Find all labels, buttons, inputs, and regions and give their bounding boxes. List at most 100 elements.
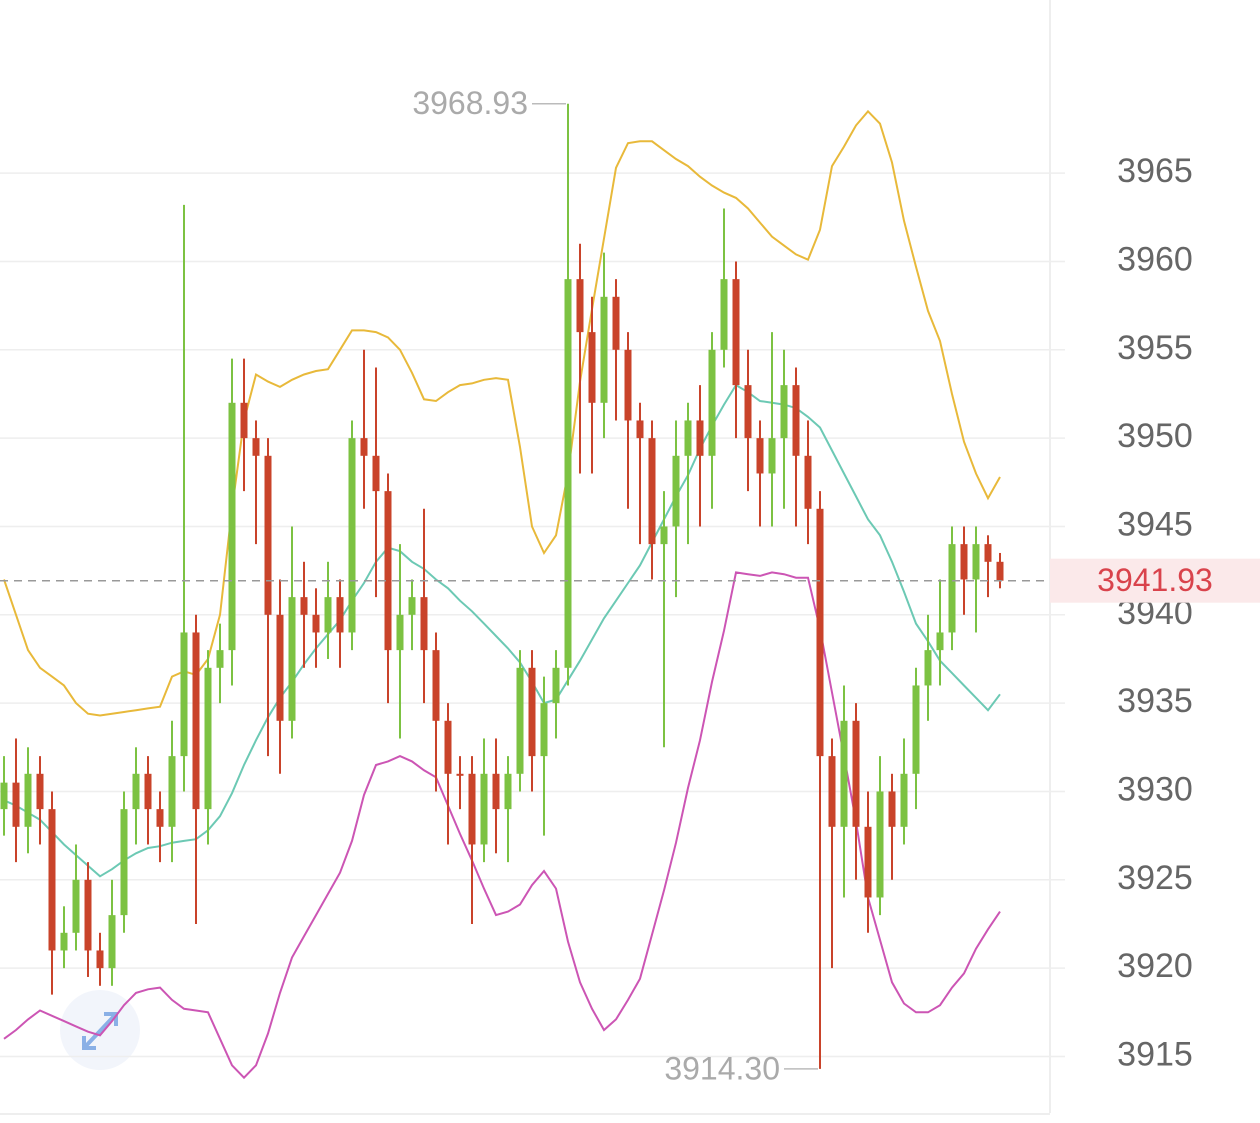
candle-body — [492, 773, 500, 810]
candle-body — [852, 720, 860, 827]
candle-body — [480, 773, 488, 845]
candle-body — [12, 782, 20, 827]
candle-body — [768, 438, 776, 474]
band-line — [3, 383, 1001, 878]
band-line — [3, 571, 1001, 1080]
candle-body — [96, 950, 104, 969]
y-tick-label: 3960 — [1117, 240, 1193, 278]
annotation-label: 3914.30 — [664, 1050, 780, 1086]
candle-body — [804, 455, 812, 509]
candle-body — [660, 526, 668, 545]
candle-body — [924, 650, 932, 686]
candle-body — [348, 438, 356, 633]
candle-body — [204, 667, 212, 810]
candle-body — [672, 455, 680, 527]
candle-body — [540, 703, 548, 757]
candle-body — [336, 597, 344, 633]
candle-body — [960, 544, 968, 580]
candle-body — [120, 809, 128, 916]
candle-body — [516, 667, 524, 774]
y-tick-label: 3955 — [1117, 329, 1193, 367]
candle-body — [420, 597, 428, 651]
candle-body — [60, 932, 68, 951]
candle-body — [552, 667, 560, 704]
candle-body — [264, 455, 272, 615]
candle-body — [636, 420, 644, 439]
candle-body — [156, 809, 164, 827]
candle-body — [36, 773, 44, 810]
candle-body — [600, 296, 608, 403]
candle-body — [276, 614, 284, 721]
candle-body — [108, 915, 116, 969]
candle-body — [900, 773, 908, 827]
candle-body — [48, 809, 56, 951]
y-tick-label: 3915 — [1117, 1035, 1193, 1073]
candle-body — [72, 879, 80, 933]
y-tick-label: 3920 — [1117, 947, 1193, 985]
y-tick-label: 3930 — [1117, 770, 1193, 808]
candle-body — [708, 349, 716, 456]
candle-body — [384, 491, 392, 651]
last-price-box — [1050, 558, 1260, 603]
candle-body — [228, 402, 236, 651]
candle-body — [912, 685, 920, 774]
candle-body — [792, 385, 800, 456]
candle-body — [132, 773, 140, 810]
y-tick-label: 3950 — [1117, 417, 1193, 455]
candle-body — [168, 756, 176, 827]
zoom-icon-arrows[interactable] — [82, 1012, 118, 1050]
candle-body — [312, 614, 320, 633]
candle-body — [984, 544, 992, 562]
candle-body — [888, 791, 896, 827]
candle-body — [240, 402, 248, 439]
candle-body — [972, 544, 980, 580]
candle-body — [696, 420, 704, 456]
candle-body — [864, 826, 872, 898]
candle-body — [432, 650, 440, 721]
candle-body — [444, 720, 452, 774]
candle-body — [300, 597, 308, 615]
y-tick-label: 3965 — [1117, 152, 1193, 190]
candle-body — [624, 349, 632, 421]
candle-body — [0, 782, 8, 810]
candle-body — [876, 791, 884, 898]
candle-body — [564, 279, 572, 668]
candle-body — [216, 650, 224, 668]
y-tick-label: 3945 — [1117, 505, 1193, 543]
candle-body — [324, 597, 332, 633]
candle-body — [372, 455, 380, 492]
candle-body — [996, 561, 1004, 581]
candle-body — [840, 720, 848, 827]
candle-body — [828, 756, 836, 827]
y-tick-label: 3935 — [1117, 682, 1193, 720]
y-tick-label: 3925 — [1117, 859, 1193, 897]
candle-body — [780, 385, 788, 439]
candle-body — [720, 279, 728, 350]
candle-body — [84, 879, 92, 951]
candle-body — [24, 773, 32, 827]
candle-body — [816, 508, 824, 757]
candle-body — [588, 332, 596, 403]
candle-body — [612, 296, 620, 350]
candle-body — [180, 632, 188, 757]
plot: 3915392039253930393539403945395039553960… — [0, 85, 1260, 1086]
candle-body — [360, 438, 368, 456]
candle-body — [936, 632, 944, 651]
candle-body — [684, 420, 692, 456]
candle-body — [456, 773, 464, 776]
candle-body — [648, 438, 656, 545]
candle-body — [252, 438, 260, 456]
candle-body — [396, 614, 404, 651]
candle-body — [744, 385, 752, 439]
candle-body — [144, 773, 152, 810]
candle-body — [732, 279, 740, 386]
candle-body — [468, 773, 476, 845]
candle-body — [288, 597, 296, 721]
candle-body — [948, 544, 956, 633]
candle-body — [408, 597, 416, 615]
candle-body — [756, 438, 764, 474]
band-line — [3, 109, 1001, 717]
candle-body — [192, 632, 200, 810]
last-price-label: 3941.93 — [1097, 562, 1213, 598]
